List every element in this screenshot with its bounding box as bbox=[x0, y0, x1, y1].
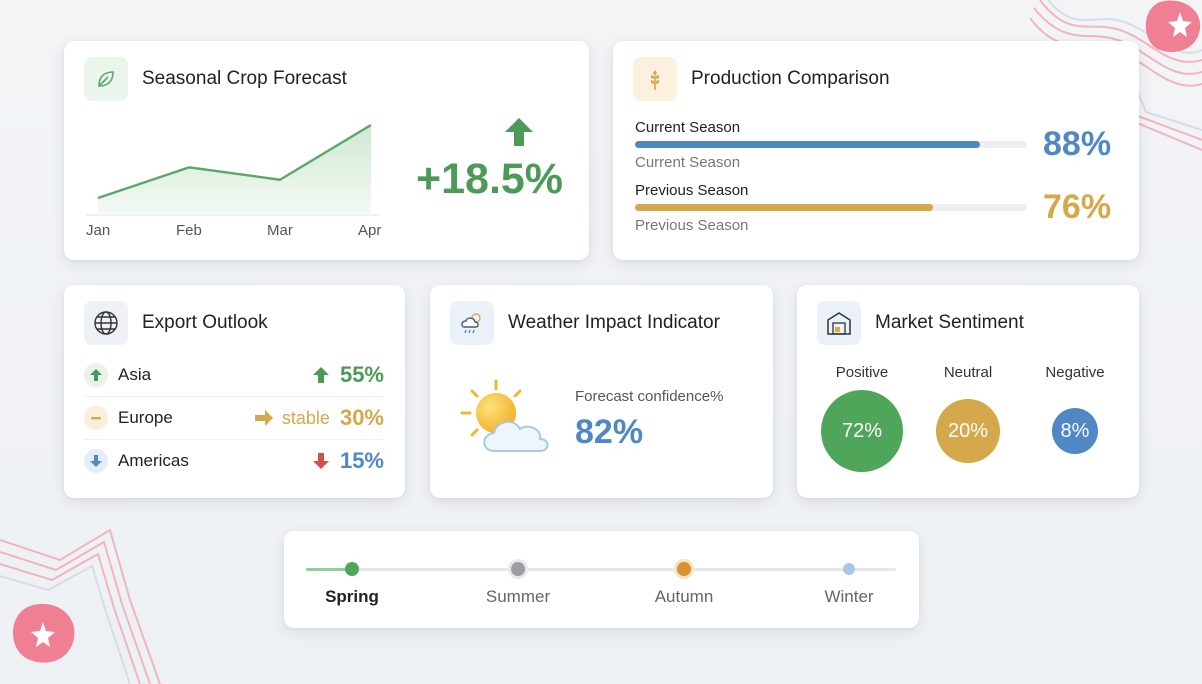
export-row-europe: Europe stable 30% bbox=[84, 399, 384, 437]
sentiment-circle: 8% bbox=[1052, 408, 1098, 454]
previous-season-percent: 76% bbox=[1043, 188, 1112, 226]
trend-group: 55% bbox=[312, 362, 384, 388]
current-season-bar bbox=[635, 141, 1027, 148]
card-title: Seasonal Crop Forecast bbox=[142, 68, 347, 89]
arrow-up-icon bbox=[312, 367, 329, 383]
seasonal-crop-forecast-card: Seasonal Crop Forecast Jan Feb Mar Apr +… bbox=[64, 41, 589, 260]
previous-season-sublabel: Previous Season bbox=[635, 217, 749, 234]
sentiment-negative: Negative 8% bbox=[1037, 364, 1113, 454]
current-season-sublabel: Current Season bbox=[635, 154, 741, 171]
month-label-feb: Feb bbox=[176, 222, 202, 239]
market-sentiment-card: Market Sentiment Positive 72% Neutral 20… bbox=[797, 285, 1139, 498]
card-header: Seasonal Crop Forecast bbox=[84, 57, 347, 101]
card-header: Weather Impact Indicator bbox=[450, 301, 720, 345]
forecast-trend-chart bbox=[86, 123, 380, 216]
export-percent: 30% bbox=[339, 405, 384, 430]
trend-group: 15% bbox=[312, 448, 384, 474]
warehouse-icon bbox=[817, 301, 861, 345]
region-label: Americas bbox=[118, 451, 189, 470]
card-header: Export Outlook bbox=[84, 301, 268, 345]
region-label: Europe bbox=[118, 408, 173, 427]
season-label-autumn[interactable]: Autumn bbox=[654, 587, 714, 606]
sentiment-label: Neutral bbox=[943, 364, 993, 381]
weather-icon bbox=[450, 301, 494, 345]
sentiment-value: 72% bbox=[841, 419, 883, 442]
divider bbox=[84, 396, 384, 397]
timeline-progress bbox=[306, 568, 351, 571]
card-title: Export Outlook bbox=[142, 312, 268, 333]
current-season-percent: 88% bbox=[1043, 125, 1112, 163]
export-outlook-card: Export Outlook Asia 55% Europe stable 30… bbox=[64, 285, 405, 498]
export-row-americas: Americas 15% bbox=[84, 442, 384, 480]
previous-season-bar bbox=[635, 204, 1027, 211]
arrow-up-icon bbox=[505, 118, 533, 146]
card-header: Production Comparison bbox=[633, 57, 890, 101]
month-label-apr: Apr bbox=[358, 222, 382, 239]
weather-impact-card: Weather Impact Indicator Forecast confid… bbox=[430, 285, 773, 498]
trend-line bbox=[97, 123, 372, 200]
card-title: Production Comparison bbox=[691, 68, 890, 89]
forecast-change-value: +18.5% bbox=[416, 155, 564, 203]
arrow-down-icon bbox=[84, 449, 108, 473]
arrow-down-icon bbox=[312, 453, 329, 469]
month-label-jan: Jan bbox=[86, 222, 111, 239]
month-label-mar: Mar bbox=[267, 222, 293, 239]
minus-icon bbox=[84, 406, 108, 430]
sentiment-value: 20% bbox=[947, 419, 989, 442]
sentiment-label: Negative bbox=[1045, 364, 1105, 381]
season-dot-autumn[interactable] bbox=[677, 562, 691, 576]
sentiment-circle: 20% bbox=[936, 399, 1000, 463]
card-title: Market Sentiment bbox=[875, 312, 1024, 333]
leaf-icon bbox=[84, 57, 128, 101]
arrow-up-icon bbox=[84, 363, 108, 387]
season-dot-winter[interactable] bbox=[843, 563, 855, 575]
season-label-winter[interactable]: Winter bbox=[824, 587, 874, 606]
export-percent: 55% bbox=[339, 362, 384, 387]
export-row-asia: Asia 55% bbox=[84, 356, 384, 394]
previous-season-label: Previous Season bbox=[635, 182, 749, 199]
divider bbox=[84, 439, 384, 440]
export-percent: 15% bbox=[339, 448, 384, 473]
production-comparison-card: Production Comparison Current Season Cur… bbox=[613, 41, 1139, 260]
sentiment-label: Positive bbox=[835, 364, 889, 381]
wheat-icon bbox=[633, 57, 677, 101]
season-dot-spring[interactable] bbox=[345, 562, 359, 576]
region-label: Asia bbox=[118, 365, 152, 384]
card-title: Weather Impact Indicator bbox=[508, 312, 720, 333]
current-season-bar-fill bbox=[635, 141, 980, 148]
forecast-confidence-label: Forecast confidence% bbox=[575, 388, 724, 405]
season-label-spring[interactable]: Spring bbox=[325, 587, 379, 606]
previous-season-bar-fill bbox=[635, 204, 933, 211]
arrow-right-icon bbox=[254, 410, 273, 426]
decorative-ribbon-bottom-left bbox=[0, 528, 161, 684]
forecast-confidence-value: 82% bbox=[575, 413, 644, 451]
current-season-label: Current Season bbox=[635, 119, 741, 136]
sentiment-circle: 72% bbox=[821, 390, 903, 472]
sentiment-value: 8% bbox=[1060, 419, 1090, 442]
sentiment-neutral: Neutral 20% bbox=[936, 364, 1000, 463]
season-dot-summer[interactable] bbox=[511, 562, 525, 576]
season-label-summer[interactable]: Summer bbox=[485, 587, 551, 606]
sun-cloud-icon bbox=[460, 379, 549, 452]
status-label: stable bbox=[281, 407, 330, 428]
trend-area bbox=[98, 125, 371, 215]
card-header: Market Sentiment bbox=[817, 301, 1024, 345]
sentiment-positive: Positive 72% bbox=[821, 364, 903, 472]
globe-icon bbox=[84, 301, 128, 345]
season-timeline-card: Spring Summer Autumn Winter bbox=[284, 531, 919, 628]
timeline-track bbox=[306, 568, 896, 571]
trend-group: stable 30% bbox=[254, 405, 384, 431]
